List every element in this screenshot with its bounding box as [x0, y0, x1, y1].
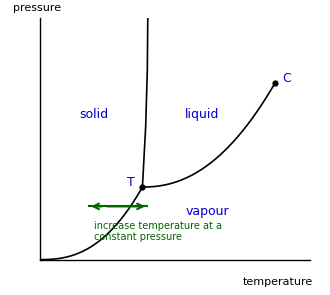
Text: temperature: temperature	[243, 276, 313, 286]
Text: T: T	[127, 176, 134, 189]
Text: solid: solid	[79, 108, 108, 121]
Text: increase temperature at a
constant pressure: increase temperature at a constant press…	[94, 221, 222, 242]
Text: C: C	[282, 72, 290, 85]
Text: pressure: pressure	[13, 3, 61, 13]
Text: vapour: vapour	[185, 205, 229, 218]
Text: liquid: liquid	[185, 108, 219, 121]
